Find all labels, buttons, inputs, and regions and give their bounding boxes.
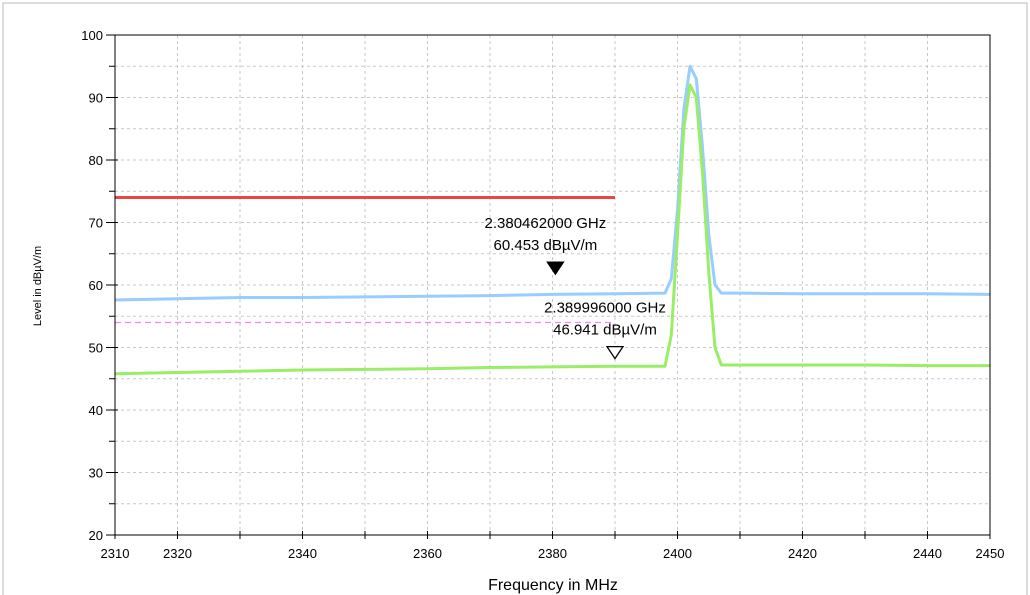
- series-group: [114, 64, 991, 376]
- markers: 2.380462000 GHz 60.453 dBµV/m 2.389996000 …: [485, 215, 666, 360]
- marker-level-label-2: 46.941 dBµV/m: [553, 322, 657, 339]
- y-tick-label: 20: [89, 528, 103, 543]
- x-tick-label: 2320: [163, 546, 192, 561]
- x-axis-label: Frequency in MHz: [488, 577, 618, 594]
- y-tick-label: 90: [89, 91, 103, 106]
- y-tick-label: 40: [89, 403, 103, 418]
- marker-triangle-2: [605, 345, 625, 360]
- y-tick-label: 50: [89, 341, 103, 356]
- y-axis: 20 30 40 50 60 70 80 90 100: [81, 28, 118, 543]
- marker-level-label-1: 60.453 dBµV/m: [494, 237, 598, 254]
- y-axis-label: Level in dBµV/m: [32, 246, 44, 326]
- x-tick-label: 2340: [288, 546, 317, 561]
- x-tick-label: 2440: [913, 546, 942, 561]
- x-tick-label: 2420: [788, 546, 817, 561]
- x-tick-label: 2360: [413, 546, 442, 561]
- y-tick-label: 70: [89, 216, 103, 231]
- x-axis: 2310 2320 2340 2360 2380 2400 2420 2440 2450: [101, 531, 1005, 561]
- x-tick-label: 2310: [101, 546, 130, 561]
- x-tick-label: 2380: [538, 546, 567, 561]
- marker-frequency-label-2: 2.389996000 GHz: [544, 300, 666, 317]
- series-line-2: [114, 83, 990, 376]
- marker-triangle-1: [546, 261, 565, 276]
- grid: [114, 34, 991, 536]
- x-tick-label: 2450: [976, 546, 1005, 561]
- x-tick-label: 2400: [663, 546, 692, 561]
- y-tick-label: 80: [89, 153, 103, 168]
- y-tick-label: 60: [89, 278, 103, 293]
- limit-lines: [115, 196, 615, 324]
- y-tick-label: 30: [89, 466, 103, 481]
- y-tick-label: 100: [81, 28, 103, 43]
- marker-frequency-label-1: 2.380462000 GHz: [485, 215, 607, 232]
